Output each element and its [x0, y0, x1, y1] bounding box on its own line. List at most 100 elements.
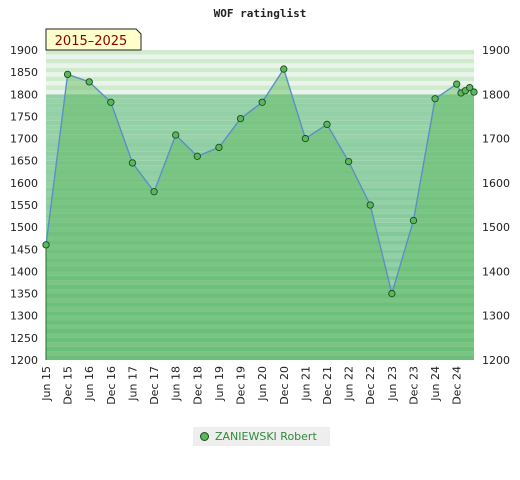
- plot-band: [46, 355, 474, 360]
- series-points: [42, 65, 478, 298]
- plot-band: [46, 209, 474, 214]
- data-point: [193, 152, 201, 160]
- data-point: [128, 159, 137, 167]
- plot-band: [46, 76, 474, 81]
- plot-band: [46, 337, 474, 343]
- x-tick-label: Dec 18: [191, 366, 204, 405]
- plot-band: [46, 89, 474, 95]
- y-tick-label-right: 1900: [482, 44, 510, 57]
- plot-band: [46, 125, 474, 130]
- y-tick-label-left: 1500: [10, 221, 38, 234]
- plot-band: [46, 346, 474, 352]
- data-point: [172, 131, 180, 139]
- plot-band: [46, 324, 474, 329]
- plot-band: [46, 191, 474, 197]
- plot-band: [46, 178, 474, 183]
- plot-band: [46, 54, 474, 59]
- plot-band: [46, 253, 474, 259]
- y-tick-label-left: 1700: [10, 133, 38, 146]
- plot-band: [46, 160, 474, 166]
- x-tick-label: Jun 21: [299, 366, 312, 402]
- data-point: [470, 88, 478, 96]
- y-tick-label-left: 1900: [10, 44, 38, 57]
- plot-band: [46, 147, 474, 152]
- y-tick-label-right: 1800: [482, 88, 510, 101]
- plot-band: [46, 275, 474, 281]
- x-tick-label: Dec 19: [235, 366, 248, 405]
- x-tick-label: Dec 23: [407, 366, 420, 405]
- legend: ZANIEWSKI Robert: [193, 427, 330, 446]
- x-tick-label: Dec 21: [321, 366, 334, 405]
- plot-band: [46, 280, 474, 285]
- x-tick-label: Jun 22: [343, 366, 356, 402]
- period-badge-label: 2015–2025: [55, 34, 128, 49]
- plot-band: [46, 107, 474, 112]
- plot-band: [46, 231, 474, 236]
- y-tick-label-left: 1650: [10, 155, 38, 168]
- x-tick-label: Jun 17: [126, 366, 139, 402]
- y-tick-label-left: 1300: [10, 310, 38, 323]
- plot-band: [46, 213, 474, 219]
- y-tick-label-right: 1300: [482, 310, 510, 323]
- y-axis-left: 1200 1250 1300 1350 1400 1450 1500 1550 1600 1650…: [10, 44, 38, 367]
- data-point: [431, 95, 439, 103]
- y-tick-label-right: 1500: [482, 221, 510, 234]
- plot-band: [46, 222, 474, 228]
- plot-band: [46, 187, 474, 192]
- y-tick-label-left: 1850: [10, 66, 38, 79]
- plot-band: [46, 103, 474, 108]
- x-tick-label: Dec 17: [148, 366, 161, 405]
- y-tick-label-right: 1700: [482, 133, 510, 146]
- plot-band: [46, 165, 474, 170]
- plot-band: [46, 94, 474, 99]
- plot-band: [46, 81, 474, 86]
- plot-band: [46, 306, 474, 312]
- plot-band: [46, 298, 474, 303]
- plot-band: [46, 169, 474, 174]
- plot-band: [46, 72, 474, 77]
- legend-marker-icon: [200, 432, 209, 441]
- x-tick-label: Dec 20: [278, 366, 291, 405]
- plot-band: [46, 174, 474, 179]
- x-tick-label: Jun 16: [83, 366, 96, 402]
- x-tick-label: Jun 19: [213, 366, 226, 402]
- plot-band: [46, 293, 474, 298]
- x-tick-label: Dec 24: [451, 366, 464, 405]
- x-tick-label: Dec 16: [105, 366, 118, 405]
- plot-band: [46, 302, 474, 307]
- data-point: [150, 188, 158, 196]
- y-tick-label-left: 1250: [10, 332, 38, 345]
- plot-band: [46, 236, 474, 241]
- data-point: [344, 157, 353, 166]
- plot-band: [46, 284, 474, 290]
- period-badge: 2015–2025: [45, 28, 142, 51]
- plot-band: [46, 240, 474, 245]
- plot-band: [46, 267, 474, 272]
- data-point: [107, 98, 115, 106]
- y-tick-label-left: 1200: [10, 354, 38, 367]
- x-tick-label: Jun 24: [429, 366, 442, 402]
- plot-band: [46, 143, 474, 148]
- data-point: [258, 98, 266, 106]
- plot-band: [46, 85, 474, 90]
- data-point: [301, 134, 310, 143]
- plot-bands: [46, 50, 474, 360]
- y-tick-label-right: 1600: [482, 177, 510, 190]
- data-point: [63, 70, 72, 79]
- y-tick-label-left: 1350: [10, 288, 38, 301]
- plot-band: [46, 329, 474, 334]
- plot-band: [46, 200, 474, 205]
- plot-band: [46, 67, 474, 73]
- plot-band: [46, 58, 474, 64]
- data-point: [85, 78, 93, 86]
- plot-band: [46, 244, 474, 250]
- x-tick-label: Jun 18: [170, 366, 183, 402]
- data-point: [323, 120, 331, 129]
- plot-band: [46, 129, 474, 135]
- data-point: [215, 143, 223, 152]
- plot-band: [46, 320, 474, 325]
- plot-band: [46, 249, 474, 254]
- x-tick-label: Jun 15: [40, 366, 53, 402]
- plot-band: [46, 112, 474, 117]
